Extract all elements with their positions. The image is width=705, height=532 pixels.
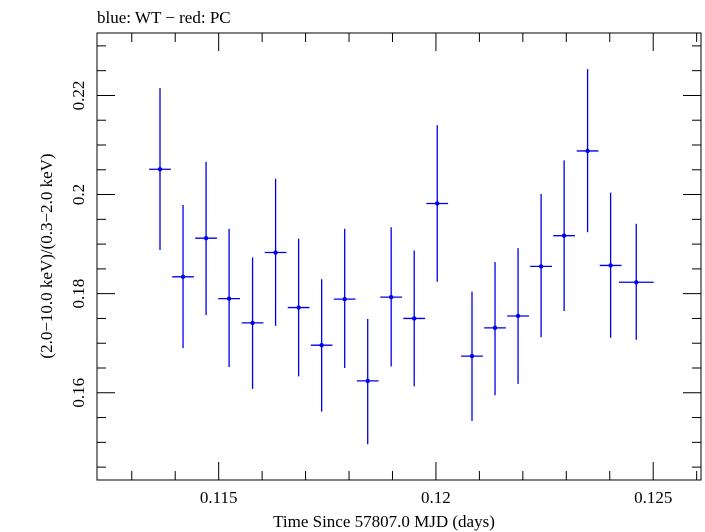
data-point [241, 257, 264, 389]
data-point [618, 223, 654, 340]
data-point [172, 204, 194, 349]
data-marker [388, 294, 394, 300]
data-marker [585, 148, 590, 154]
data-marker [538, 264, 544, 269]
y-tick-label: 0.18 [69, 279, 88, 309]
data-marker [250, 320, 255, 326]
data-marker [226, 296, 232, 301]
data-marker [203, 235, 209, 241]
data-point [149, 88, 171, 251]
y-tick-label: 0.22 [69, 81, 88, 111]
data-series [149, 69, 654, 445]
x-axis-tick-labels: 0.115 0.12 0.125 [200, 488, 672, 507]
data-marker [319, 343, 324, 348]
data-marker [180, 274, 186, 280]
y-axis-label: (2.0−10.0 keV)/(0.3−2.0 keV) [37, 153, 56, 358]
x-tick-label: 0.125 [634, 488, 672, 507]
data-point [356, 318, 379, 445]
x-tick-label: 0.115 [200, 488, 238, 507]
data-point [426, 125, 449, 282]
data-marker [342, 296, 347, 302]
y-tick-label: 0.2 [69, 184, 88, 205]
plot-frame [96, 32, 702, 481]
data-point [380, 227, 403, 367]
data-marker [492, 325, 498, 331]
x-axis-label: Time Since 57807.0 MJD (days) [273, 512, 495, 531]
data-marker [634, 280, 639, 285]
data-marker [273, 250, 278, 255]
y-axis-ticks [97, 45, 701, 468]
y-tick-label: 0.16 [69, 378, 88, 408]
data-point [484, 261, 506, 396]
data-point [287, 238, 310, 377]
data-point [333, 228, 356, 369]
data-point [507, 248, 529, 384]
data-point [553, 160, 575, 312]
data-point [461, 291, 483, 422]
data-point [530, 194, 552, 338]
data-point [599, 192, 622, 338]
data-point [576, 69, 599, 233]
data-marker [435, 201, 440, 206]
data-point [310, 279, 333, 412]
data-point [195, 161, 217, 315]
y-axis-tick-labels: 0.16 0.18 0.2 0.22 [69, 81, 88, 408]
data-marker [608, 263, 613, 268]
data-marker [561, 233, 567, 238]
data-marker [515, 313, 521, 319]
data-marker [469, 353, 475, 359]
data-marker [157, 167, 163, 172]
data-marker [365, 378, 370, 384]
x-tick-label: 0.12 [421, 488, 451, 507]
x-axis-ticks [131, 33, 698, 480]
data-marker [296, 305, 301, 310]
data-marker [412, 316, 417, 321]
data-point [218, 228, 240, 368]
chart-title: blue: WT − red: PC [97, 8, 231, 27]
data-point [403, 250, 426, 387]
data-point [264, 178, 287, 326]
